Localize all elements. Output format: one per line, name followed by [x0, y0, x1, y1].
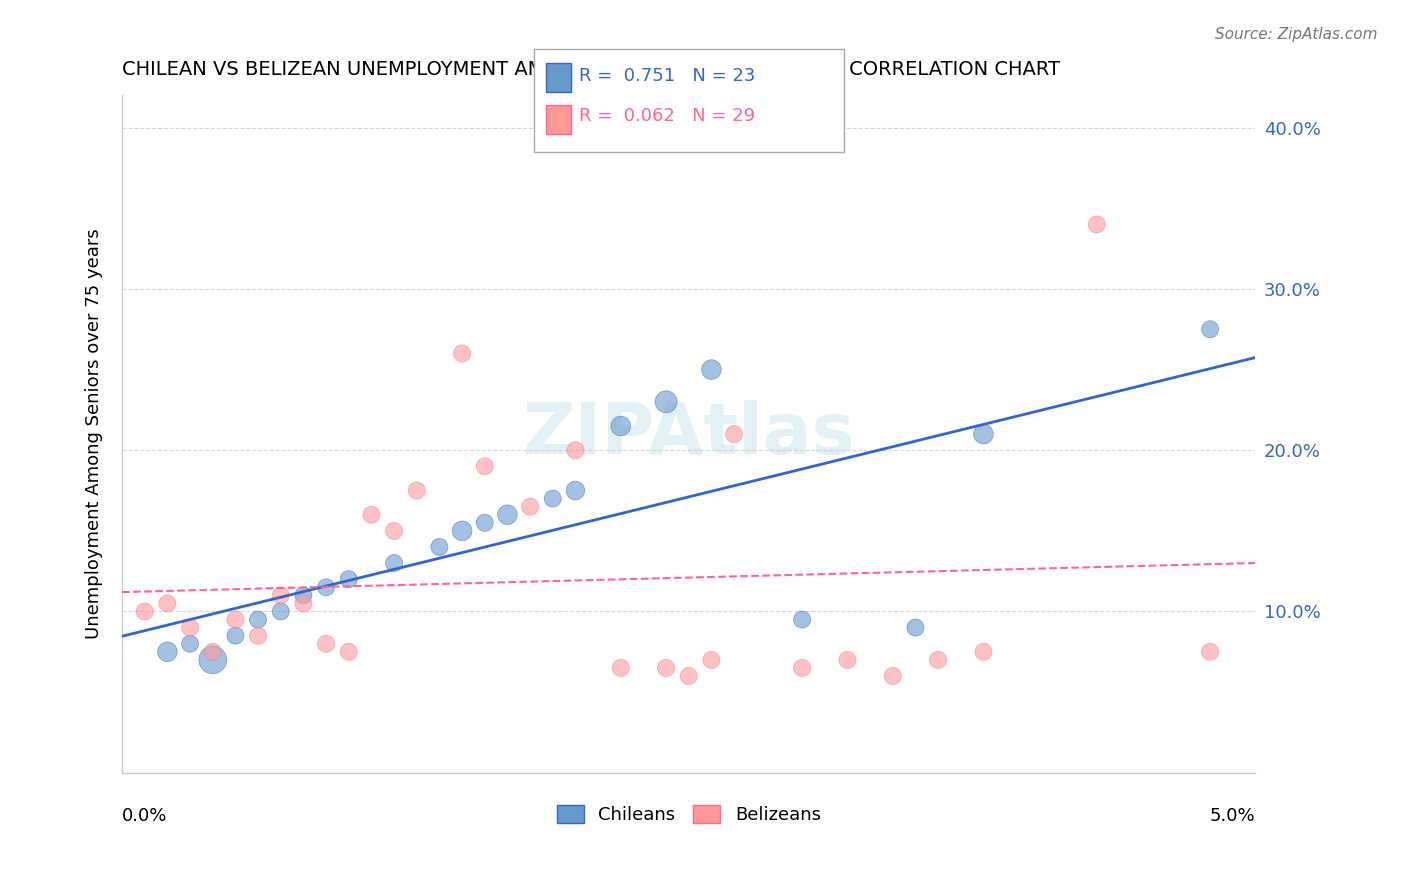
Point — [474, 459, 496, 474]
Text: 0.0%: 0.0% — [122, 806, 167, 824]
Point — [201, 653, 224, 667]
Point — [292, 588, 315, 602]
Point — [201, 645, 224, 659]
Point — [927, 653, 949, 667]
Point — [904, 621, 927, 635]
Point — [337, 572, 360, 586]
Point — [292, 596, 315, 610]
Point — [1199, 322, 1222, 336]
Point — [270, 605, 292, 619]
Point — [882, 669, 904, 683]
Point — [496, 508, 519, 522]
Point — [610, 661, 633, 675]
Point — [224, 629, 246, 643]
Text: CHILEAN VS BELIZEAN UNEMPLOYMENT AMONG SENIORS OVER 75 YEARS CORRELATION CHART: CHILEAN VS BELIZEAN UNEMPLOYMENT AMONG S… — [122, 60, 1060, 78]
Point — [451, 524, 474, 538]
Point — [179, 621, 201, 635]
Point — [156, 645, 179, 659]
Point — [429, 540, 451, 554]
Point — [1085, 218, 1108, 232]
Point — [134, 605, 156, 619]
Point — [655, 661, 678, 675]
Point — [541, 491, 564, 506]
Point — [382, 556, 405, 570]
Point — [179, 637, 201, 651]
Point — [405, 483, 427, 498]
Point — [700, 362, 723, 376]
Y-axis label: Unemployment Among Seniors over 75 years: Unemployment Among Seniors over 75 years — [86, 228, 103, 640]
Point — [315, 580, 337, 594]
Text: R =  0.751   N = 23: R = 0.751 N = 23 — [579, 67, 755, 85]
Text: 5.0%: 5.0% — [1211, 806, 1256, 824]
Text: ZIPAtlas: ZIPAtlas — [523, 400, 855, 468]
Point — [315, 637, 337, 651]
Point — [564, 483, 586, 498]
Text: Source: ZipAtlas.com: Source: ZipAtlas.com — [1215, 27, 1378, 42]
Point — [610, 419, 633, 434]
Point — [790, 613, 813, 627]
Point — [723, 427, 745, 442]
Point — [837, 653, 859, 667]
Point — [270, 588, 292, 602]
Point — [564, 443, 586, 458]
Point — [451, 346, 474, 360]
Point — [247, 613, 270, 627]
Point — [790, 661, 813, 675]
Point — [700, 653, 723, 667]
Point — [519, 500, 541, 514]
Point — [972, 427, 994, 442]
Point — [382, 524, 405, 538]
Point — [474, 516, 496, 530]
Point — [156, 596, 179, 610]
Point — [1199, 645, 1222, 659]
Point — [655, 394, 678, 409]
Point — [360, 508, 382, 522]
Legend: Chileans, Belizeans: Chileans, Belizeans — [550, 797, 828, 831]
Point — [337, 645, 360, 659]
Point — [247, 629, 270, 643]
Text: R =  0.062   N = 29: R = 0.062 N = 29 — [579, 107, 755, 125]
Point — [972, 645, 994, 659]
Point — [678, 669, 700, 683]
Point — [224, 613, 246, 627]
